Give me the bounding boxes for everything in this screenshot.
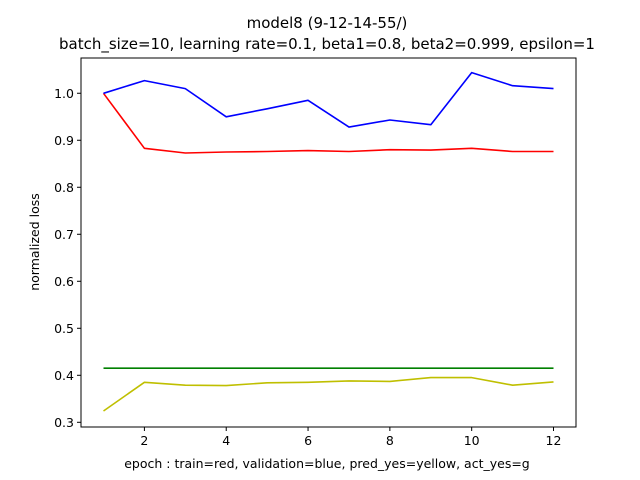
y-tick-label: 0.8 [54,180,74,195]
y-tick-label: 0.5 [54,321,74,336]
series-line-0 [102,92,554,154]
x-tick-label: 6 [304,433,312,448]
y-axis-label: normalized loss [27,193,42,291]
x-tick-label: 2 [140,433,148,448]
y-tick-label: 0.6 [54,274,74,289]
plot-frame [80,57,577,428]
x-tick-label: 10 [464,433,480,448]
plot-area [102,71,554,412]
x-axis-label: epoch : train=red, validation=blue, pred… [124,456,530,471]
y-tick-label: 0.7 [54,227,74,242]
x-tick-label: 4 [222,433,230,448]
y-tick-label: 0.9 [54,133,74,148]
y-tick-label: 0.3 [54,415,74,430]
x-tick-label: 8 [386,433,394,448]
y-tick-label: 1.0 [54,86,74,101]
axis-ticks: 2 4 6 8 10 12 0.3 0.4 0.5 0.6 0.7 0.8 0.9 1.0 [54,86,561,448]
series-line-1 [103,71,554,128]
series-line-2 [103,376,554,412]
chart-subtitle: batch_size=10, learning rate=0.1, beta1=… [59,35,595,54]
y-tick-label: 0.4 [54,368,74,383]
chart-title: model8 (9-12-14-55/) [247,14,408,32]
x-tick-label: 12 [546,433,562,448]
